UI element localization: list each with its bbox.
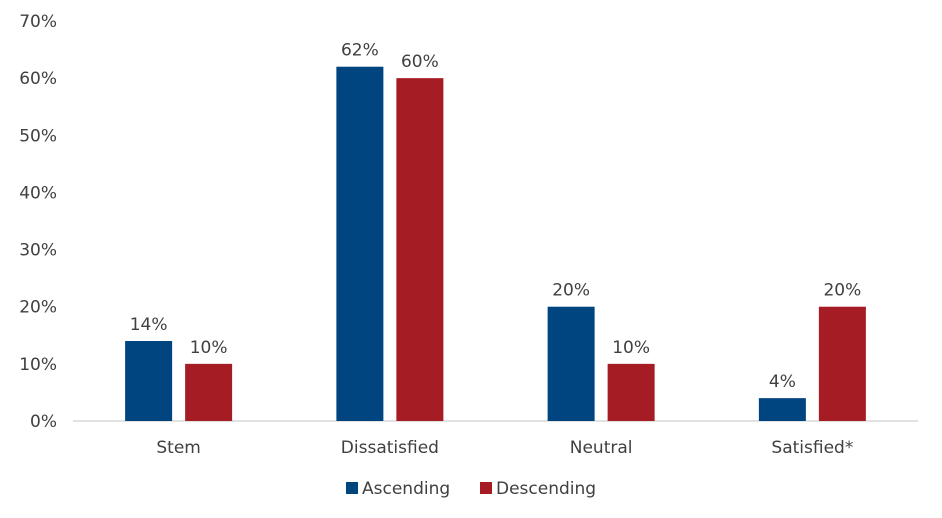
data-label-descending: 10% [190,338,228,358]
legend-swatch-ascending [346,482,358,494]
y-tick-label: 40% [19,183,57,203]
data-label-ascending: 62% [341,41,379,61]
bar-ascending [336,66,384,421]
legend: Ascending Descending [346,479,596,499]
y-tick-label: 60% [19,69,57,89]
bars [125,66,866,422]
bar-descending [607,363,655,421]
y-tick-label: 50% [19,126,57,146]
data-label-ascending: 20% [552,281,590,301]
data-label-descending: 60% [401,52,439,72]
y-tick-label: 0% [30,412,57,432]
y-tick-label: 30% [19,241,57,261]
bar-descending [185,363,233,421]
x-category-label: Stem [156,438,200,458]
x-axis: Stem Dissatisfied Neutral Satisfied* [156,438,853,458]
y-tick-label: 10% [19,355,57,375]
legend-label-descending: Descending [496,479,596,499]
bar-descending [818,306,866,421]
x-category-label: Dissatisfied [341,438,439,458]
data-labels: 14% 10% 62% 60% 20% 10% 4% 20% [130,41,862,392]
data-label-descending: 20% [823,281,861,301]
legend-label-ascending: Ascending [362,479,450,499]
y-tick-label: 20% [19,298,57,318]
bar-ascending [547,306,595,421]
y-tick-label: 70% [19,12,57,32]
data-label-descending: 10% [612,338,650,358]
bar-descending [396,78,444,422]
x-category-label: Satisfied* [771,438,853,458]
bar-ascending [758,398,806,421]
bar-ascending [125,341,173,421]
y-axis: 0% 10% 20% 30% 40% 50% 60% 70% [19,12,57,432]
data-label-ascending: 14% [130,315,168,335]
x-category-label: Neutral [570,438,633,458]
legend-swatch-descending [480,482,492,494]
data-label-ascending: 4% [769,372,796,392]
